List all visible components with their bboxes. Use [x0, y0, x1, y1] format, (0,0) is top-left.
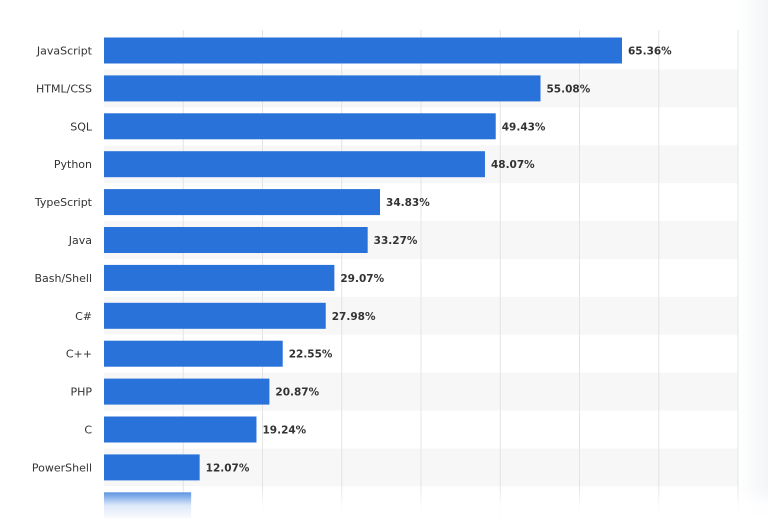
value-label: 22.55% [289, 349, 333, 361]
value-label: 55.08% [547, 83, 591, 95]
value-label: 27.98% [332, 311, 376, 323]
value-label: 33.27% [374, 235, 418, 247]
bar [104, 378, 270, 405]
category-label: Java [68, 234, 92, 247]
bar [104, 189, 381, 216]
category-label: Python [54, 158, 92, 171]
value-label: 29.07% [340, 273, 384, 285]
bar [104, 151, 485, 178]
bar [104, 75, 541, 102]
bar [104, 416, 257, 443]
bar [104, 340, 283, 367]
value-label: 34.83% [386, 197, 430, 209]
category-label: SQL [70, 120, 93, 133]
category-label: C# [75, 310, 92, 323]
bar [104, 454, 200, 481]
value-label: 65.36% [628, 46, 672, 58]
category-label: PowerShell [32, 461, 92, 474]
value-label: 12.07% [206, 462, 250, 474]
bar [104, 264, 335, 291]
bar [104, 227, 368, 253]
category-label: HTML/CSS [36, 82, 92, 95]
category-label: JavaScript [36, 45, 93, 58]
bar [104, 37, 622, 64]
bar [104, 113, 496, 140]
value-label: 19.24% [262, 425, 306, 437]
category-label: Bash/Shell [34, 272, 92, 285]
bar [104, 492, 192, 519]
bar [104, 302, 326, 329]
category-label: C++ [66, 348, 92, 361]
value-label: 20.87% [275, 387, 319, 399]
value-label: 48.07% [491, 159, 535, 171]
category-label: TypeScript [34, 196, 93, 209]
category-label: PHP [70, 386, 92, 399]
value-label: 49.43% [502, 121, 546, 133]
category-label: C [84, 424, 92, 437]
